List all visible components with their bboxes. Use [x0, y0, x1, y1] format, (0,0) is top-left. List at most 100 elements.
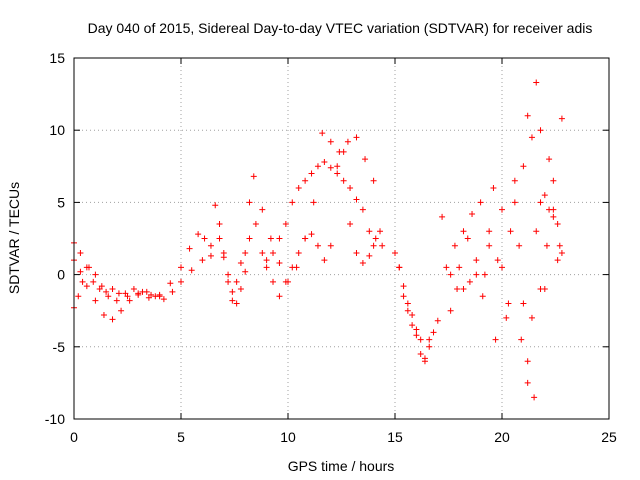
data-point	[220, 254, 227, 261]
data-point	[321, 257, 328, 264]
y-tick-label: 10	[49, 122, 65, 138]
data-point	[447, 271, 454, 278]
data-point	[460, 286, 467, 293]
data-point	[212, 202, 219, 209]
data-point	[546, 156, 553, 163]
data-point	[558, 249, 565, 256]
data-point	[473, 271, 480, 278]
data-point	[558, 115, 565, 122]
data-point	[505, 300, 512, 307]
data-point	[531, 394, 538, 401]
data-point	[546, 206, 553, 213]
y-tick-label: 15	[49, 50, 65, 66]
data-point	[404, 300, 411, 307]
data-point	[276, 260, 283, 267]
data-point	[237, 286, 244, 293]
data-point	[139, 288, 146, 295]
data-point	[302, 177, 309, 184]
data-point	[252, 221, 259, 228]
data-point	[503, 314, 510, 321]
data-point	[270, 249, 277, 256]
data-point	[409, 312, 416, 319]
data-point	[543, 242, 550, 249]
data-point	[113, 297, 120, 304]
data-point	[246, 199, 253, 206]
data-point	[469, 210, 476, 217]
data-point	[216, 221, 223, 228]
data-point	[207, 242, 214, 249]
series-track-j	[396, 264, 433, 362]
data-point	[295, 249, 302, 256]
x-tick-label: 0	[70, 429, 78, 445]
data-point	[362, 156, 369, 163]
data-point	[511, 177, 518, 184]
data-point	[169, 288, 176, 295]
data-point	[400, 293, 407, 300]
data-point	[263, 264, 270, 271]
data-point	[302, 235, 309, 242]
data-point	[282, 221, 289, 228]
data-point	[276, 235, 283, 242]
data-point	[321, 158, 328, 165]
data-point	[353, 249, 360, 256]
data-point	[103, 288, 110, 295]
data-point	[511, 199, 518, 206]
data-point	[229, 297, 236, 304]
data-point	[486, 228, 493, 235]
data-point	[524, 358, 531, 365]
y-axis-label: SDTVAR / TECUs	[6, 182, 22, 294]
plot-frame	[73, 57, 610, 420]
grid-lines	[74, 58, 609, 419]
data-point	[466, 278, 473, 285]
data-point	[347, 184, 354, 191]
data-point	[130, 286, 137, 293]
data-point	[276, 293, 283, 300]
data-point	[242, 268, 249, 275]
data-point	[75, 293, 82, 300]
data-point	[426, 336, 433, 343]
data-point	[259, 249, 266, 256]
data-point	[454, 286, 461, 293]
y-tick-label: -10	[45, 411, 65, 427]
data-point	[233, 278, 240, 285]
data-point	[201, 235, 208, 242]
data-point	[524, 112, 531, 119]
data-point	[90, 278, 97, 285]
data-point	[550, 213, 557, 220]
series-track-c	[71, 264, 163, 311]
data-point	[409, 322, 416, 329]
series-track-b	[71, 252, 214, 323]
data-point	[413, 326, 420, 333]
data-point	[400, 283, 407, 290]
data-point	[250, 173, 257, 180]
data-point	[225, 278, 232, 285]
data-point	[456, 264, 463, 271]
data-point	[98, 283, 105, 290]
data-point	[259, 206, 266, 213]
series-track-m	[516, 79, 565, 264]
data-point	[353, 134, 360, 141]
data-point	[554, 221, 561, 228]
data-point	[417, 351, 424, 358]
data-point	[148, 291, 155, 298]
series-track-k	[439, 184, 518, 321]
data-point	[372, 235, 379, 242]
series-track-i	[392, 249, 441, 365]
data-point	[541, 192, 548, 199]
y-tick-labels: -10 -5 0 5 10 15	[45, 50, 65, 427]
data-point	[359, 260, 366, 267]
data-point	[421, 355, 428, 362]
data-point	[492, 336, 499, 343]
data-point	[392, 249, 398, 256]
data-point	[310, 199, 317, 206]
data-point	[541, 286, 548, 293]
data-point	[477, 199, 484, 206]
chart-title: Day 040 of 2015, Sidereal Day-to-day VTE…	[88, 20, 593, 36]
data-point	[115, 290, 122, 297]
data-point	[167, 280, 174, 287]
data-point	[270, 278, 277, 285]
data-point	[370, 242, 377, 249]
data-point	[494, 257, 501, 264]
data-point	[499, 206, 505, 213]
